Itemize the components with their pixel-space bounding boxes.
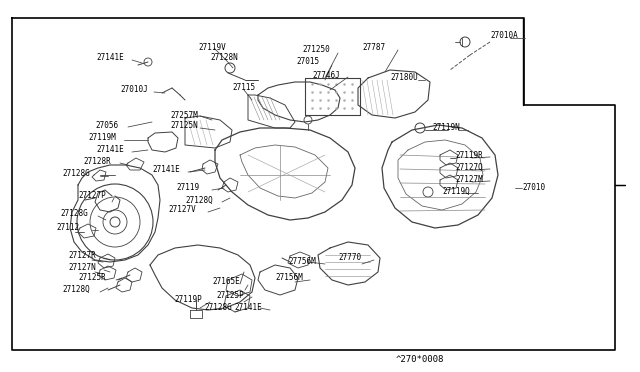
- Text: 27127V: 27127V: [168, 205, 196, 214]
- Text: 27125P: 27125P: [216, 291, 244, 299]
- Text: 27141E: 27141E: [234, 304, 262, 312]
- Text: 27112: 27112: [56, 224, 79, 232]
- Text: 27128G: 27128G: [62, 170, 90, 179]
- Text: 27180U: 27180U: [390, 74, 418, 83]
- Text: 27119R: 27119R: [455, 151, 483, 160]
- Text: 27119M: 27119M: [88, 134, 116, 142]
- Text: 27056: 27056: [95, 121, 118, 129]
- Text: 27127Q: 27127Q: [455, 163, 483, 171]
- Text: 27128Q: 27128Q: [62, 285, 90, 294]
- Text: 27125N: 27125N: [170, 122, 198, 131]
- Text: 27165E: 27165E: [212, 278, 240, 286]
- Text: 27257M: 27257M: [170, 110, 198, 119]
- Text: 27787: 27787: [362, 42, 385, 51]
- Text: ^270*0008: ^270*0008: [396, 356, 444, 365]
- Text: 27128R: 27128R: [83, 157, 111, 167]
- Text: 27119: 27119: [176, 183, 199, 192]
- Text: 27119Q: 27119Q: [442, 186, 470, 196]
- Text: 27141E: 27141E: [96, 52, 124, 61]
- Text: 27125R: 27125R: [78, 273, 106, 282]
- Text: 27119V: 27119V: [198, 42, 226, 51]
- Text: 27141E: 27141E: [96, 145, 124, 154]
- Text: 27770: 27770: [338, 253, 361, 263]
- Text: 27128G: 27128G: [60, 209, 88, 218]
- Text: 27115: 27115: [232, 83, 255, 93]
- Text: 27156M: 27156M: [275, 273, 303, 282]
- Text: 27127M: 27127M: [455, 174, 483, 183]
- Text: 27128N: 27128N: [210, 54, 237, 62]
- Text: 27010: 27010: [522, 183, 545, 192]
- Text: 27127N: 27127N: [68, 263, 96, 272]
- Text: 27128G: 27128G: [204, 304, 232, 312]
- Text: 27756M: 27756M: [288, 257, 316, 266]
- Text: 27141E: 27141E: [152, 166, 180, 174]
- Text: 27119N: 27119N: [432, 124, 460, 132]
- Text: 27746J: 27746J: [312, 71, 340, 80]
- Text: 27128Q: 27128Q: [185, 196, 212, 205]
- Text: 27015: 27015: [296, 58, 319, 67]
- Text: 271250: 271250: [302, 45, 330, 55]
- Text: 27119P: 27119P: [174, 295, 202, 305]
- Text: 27127R: 27127R: [68, 251, 96, 260]
- Text: 27010J: 27010J: [120, 86, 148, 94]
- Text: 27127P: 27127P: [78, 192, 106, 201]
- Text: 27010A: 27010A: [490, 32, 518, 41]
